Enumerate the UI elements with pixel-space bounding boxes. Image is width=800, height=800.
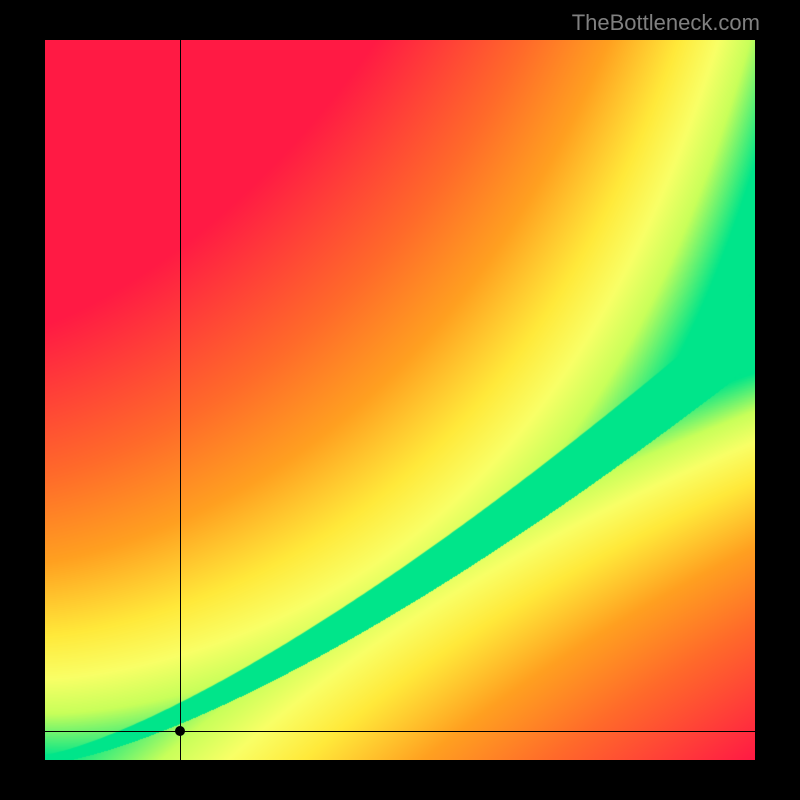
watermark-text: TheBottleneck.com [572, 10, 760, 36]
crosshair-dot [175, 726, 185, 736]
heatmap-canvas [45, 40, 755, 760]
bottleneck-heatmap [45, 40, 755, 760]
crosshair-horizontal [45, 731, 755, 732]
crosshair-vertical [180, 40, 181, 760]
